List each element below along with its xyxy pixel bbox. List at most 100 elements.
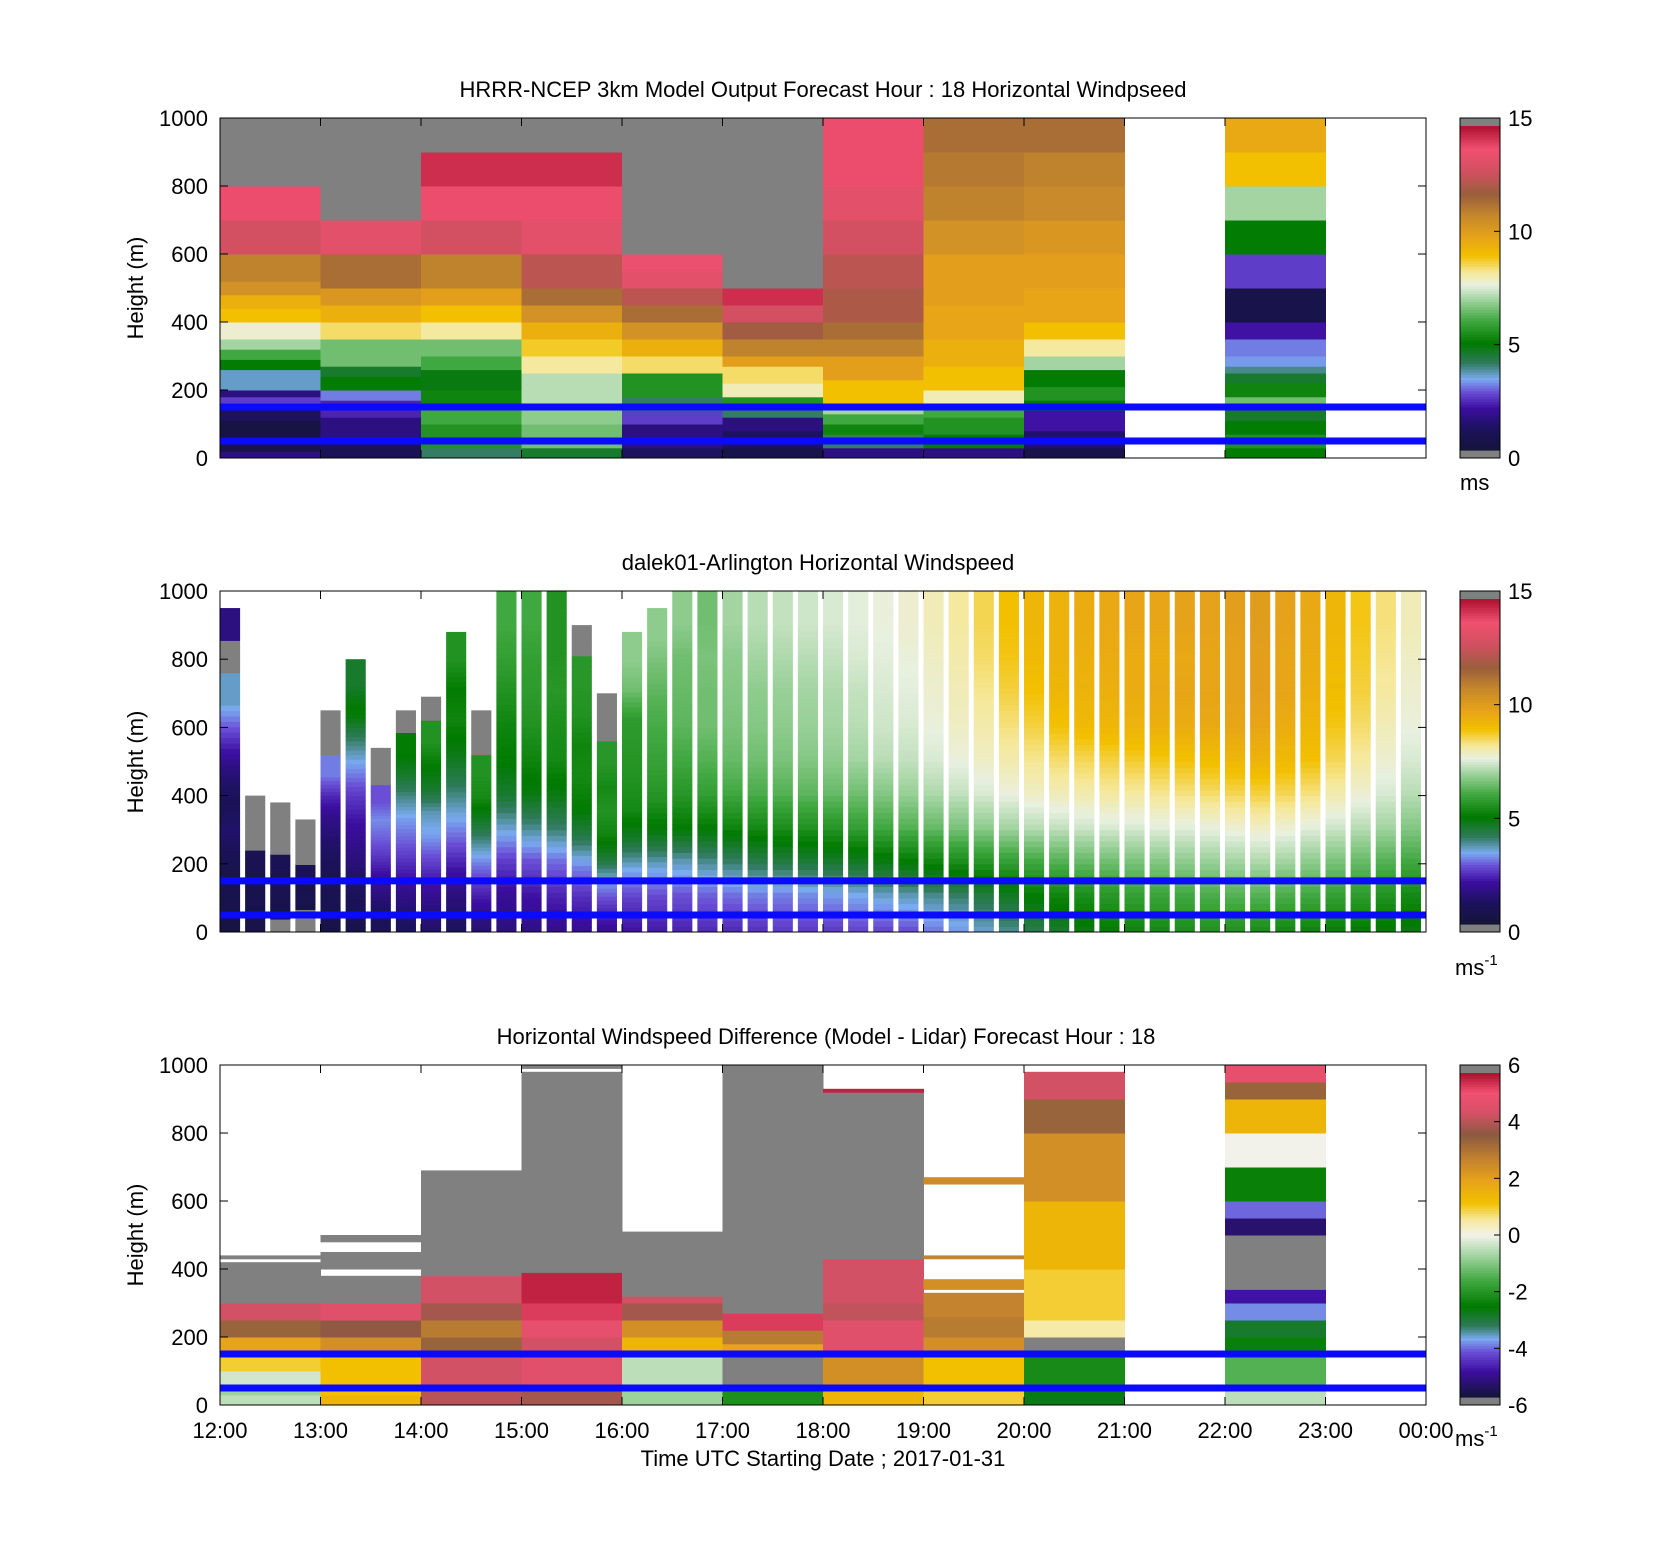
heatmap-cell — [923, 681, 944, 689]
heatmap-cell — [270, 811, 291, 814]
heatmap-cell — [948, 755, 969, 762]
heatmap-cell — [772, 789, 793, 797]
heatmap-cell — [1400, 846, 1421, 853]
heatmap-cell — [1174, 869, 1195, 876]
heatmap-cell — [1024, 806, 1045, 814]
heatmap-cell — [1199, 772, 1220, 780]
heatmap-cell — [848, 721, 869, 728]
heatmap-cell — [1199, 659, 1220, 666]
heatmap-cell — [320, 728, 341, 734]
heatmap-cell — [1024, 721, 1045, 728]
heatmap-cell — [220, 186, 321, 221]
panel-lidar-title: dalek01-Arlington Horizontal Windspeed — [622, 550, 1015, 575]
heatmap-cell — [848, 772, 869, 780]
heatmap-cell — [1024, 829, 1045, 836]
heatmap-cell — [1024, 625, 1045, 632]
colorbar-segment — [1460, 239, 1500, 243]
heatmap-cell — [220, 721, 241, 728]
heatmap-cell — [672, 846, 693, 853]
heatmap-cell — [948, 636, 969, 643]
heatmap-cell — [1275, 892, 1296, 899]
heatmap-cell — [1099, 772, 1120, 780]
colorbar-segment — [1460, 731, 1500, 736]
heatmap-cell — [395, 714, 416, 719]
heatmap-cell — [797, 664, 818, 672]
heatmap-cell — [998, 647, 1019, 655]
heatmap-cell — [848, 926, 869, 932]
heatmap-cell — [923, 863, 944, 870]
colorbar-segment — [1460, 1132, 1500, 1136]
heatmap-cell — [1174, 670, 1195, 677]
heatmap-cell — [345, 891, 366, 897]
heatmap-cell — [823, 795, 844, 802]
heatmap-cell — [1199, 903, 1220, 910]
heatmap-cell — [973, 829, 994, 836]
heatmap-cell — [1350, 625, 1371, 632]
heatmap-cell — [1124, 886, 1145, 893]
heatmap-cell — [1099, 608, 1120, 615]
heatmap-cell — [1300, 829, 1321, 836]
colorbar-segment — [1460, 715, 1500, 719]
x-tick-label: 15:00 — [494, 1418, 549, 1443]
heatmap-cell — [1275, 863, 1296, 870]
heatmap-cell — [622, 786, 643, 793]
heatmap-cell — [270, 860, 291, 864]
heatmap-cell — [898, 721, 919, 728]
heatmap-cell — [596, 748, 617, 754]
colorbar-segment — [1460, 153, 1500, 157]
heatmap-cell — [797, 687, 818, 694]
heatmap-cell — [998, 767, 1019, 774]
heatmap-cell — [923, 636, 944, 643]
heatmap-cell — [873, 841, 894, 848]
heatmap-cell — [923, 118, 1025, 153]
heatmap-cell — [772, 681, 793, 689]
heatmap-cell — [1275, 619, 1296, 626]
heatmap-cell — [622, 896, 643, 903]
colorbar-segment — [1460, 328, 1500, 332]
heatmap-cell — [1024, 681, 1045, 689]
heatmap-cell — [496, 858, 517, 865]
heatmap-cell — [421, 884, 442, 890]
heatmap-cell — [697, 647, 718, 655]
heatmap-cell — [898, 772, 919, 780]
heatmap-cell — [1300, 687, 1321, 694]
heatmap-cell — [1049, 716, 1070, 723]
heatmap-cell — [220, 829, 241, 836]
heatmap-cell — [471, 891, 492, 896]
heatmap-cell — [521, 670, 542, 677]
heatmap-cell — [1174, 818, 1195, 825]
heatmap-cell — [1300, 852, 1321, 859]
colorbar-segment — [1460, 845, 1500, 849]
heatmap-cell — [823, 1258, 924, 1304]
heatmap-cell — [973, 710, 994, 717]
heatmap-cell — [848, 619, 869, 626]
heatmap-cell — [1149, 659, 1170, 666]
heatmap-cell — [245, 866, 266, 869]
heatmap-cell — [295, 888, 316, 892]
heatmap-cell — [672, 750, 693, 757]
heatmap-cell — [923, 761, 944, 768]
heatmap-cell — [697, 591, 718, 598]
heatmap-cell — [1275, 591, 1296, 598]
colorbar-segment — [1460, 436, 1500, 440]
heatmap-cell — [1124, 733, 1145, 740]
heatmap-cell — [973, 602, 994, 609]
heatmap-cell — [320, 865, 341, 870]
heatmap-cell — [722, 339, 824, 357]
heatmap-cell — [245, 897, 266, 901]
heatmap-cell — [1325, 613, 1346, 620]
heatmap-cell — [998, 846, 1019, 853]
heatmap-cell — [622, 666, 643, 673]
heatmap-cell — [797, 801, 818, 808]
heatmap-cell — [647, 683, 668, 690]
heatmap-cell — [1099, 687, 1120, 694]
heatmap-cell — [998, 727, 1019, 734]
heatmap-cell — [672, 784, 693, 791]
heatmap-cell — [1124, 858, 1145, 865]
heatmap-cell — [998, 653, 1019, 660]
heatmap-cell — [295, 851, 316, 854]
heatmap-cell — [270, 815, 291, 819]
heatmap-cell — [295, 832, 316, 835]
heatmap-cell — [395, 887, 416, 892]
heatmap-cell — [1225, 784, 1246, 791]
